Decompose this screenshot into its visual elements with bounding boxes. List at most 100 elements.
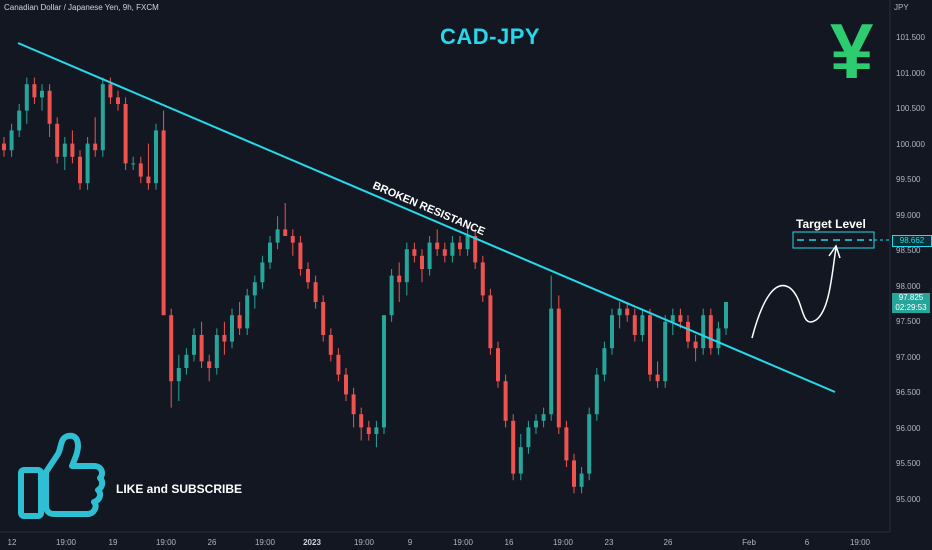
resistance-trendline[interactable] bbox=[17, 42, 836, 393]
candle-down[interactable] bbox=[169, 315, 174, 382]
candle-down[interactable] bbox=[556, 308, 561, 428]
candle-down[interactable] bbox=[572, 460, 576, 487]
candle-down[interactable] bbox=[648, 315, 652, 375]
candle-down[interactable] bbox=[321, 302, 326, 335]
candle-down[interactable] bbox=[306, 269, 310, 283]
candle-down[interactable] bbox=[420, 255, 424, 269]
candle-up[interactable] bbox=[610, 315, 614, 349]
candle-up[interactable] bbox=[154, 130, 158, 184]
candle-down[interactable] bbox=[511, 420, 516, 474]
candle-up[interactable] bbox=[192, 335, 196, 355]
candle-down[interactable] bbox=[503, 381, 508, 421]
candle-up[interactable] bbox=[534, 420, 538, 428]
candle-up[interactable] bbox=[724, 302, 728, 329]
candle-down[interactable] bbox=[336, 354, 341, 375]
candle-up[interactable] bbox=[40, 90, 44, 98]
candle-up[interactable] bbox=[404, 249, 409, 283]
candle-down[interactable] bbox=[496, 348, 500, 382]
candle-down[interactable] bbox=[351, 394, 356, 415]
thumbs-up-icon[interactable] bbox=[18, 430, 106, 520]
candle-up[interactable] bbox=[9, 130, 14, 151]
candle-down[interactable] bbox=[473, 236, 478, 263]
candle-down[interactable] bbox=[625, 308, 630, 316]
candle-up[interactable] bbox=[518, 447, 523, 474]
candle-up[interactable] bbox=[176, 368, 181, 382]
candle-up[interactable] bbox=[184, 354, 189, 368]
candle-down[interactable] bbox=[283, 229, 288, 236]
candle-down[interactable] bbox=[686, 321, 690, 342]
candle-down[interactable] bbox=[32, 84, 37, 98]
candle-up[interactable] bbox=[245, 295, 250, 329]
candle-up[interactable] bbox=[230, 315, 234, 342]
candle-down[interactable] bbox=[708, 315, 713, 349]
candle-up[interactable] bbox=[526, 427, 531, 448]
candle-down[interactable] bbox=[693, 341, 698, 349]
candle-down[interactable] bbox=[298, 242, 303, 269]
candle-up[interactable] bbox=[62, 143, 67, 157]
candle-down[interactable] bbox=[70, 143, 75, 157]
candle-up[interactable] bbox=[268, 242, 272, 263]
candle-up[interactable] bbox=[275, 229, 280, 243]
candle-down[interactable] bbox=[78, 156, 82, 184]
candle-up[interactable] bbox=[670, 315, 675, 322]
candle-down[interactable] bbox=[237, 315, 242, 329]
candle-down[interactable] bbox=[458, 242, 462, 250]
candle-down[interactable] bbox=[328, 335, 333, 355]
candle-up[interactable] bbox=[549, 308, 554, 415]
candle-down[interactable] bbox=[412, 249, 417, 256]
candle-up[interactable] bbox=[594, 374, 599, 415]
candle-down[interactable] bbox=[564, 427, 569, 461]
candle-down[interactable] bbox=[344, 374, 348, 395]
candle-down[interactable] bbox=[116, 97, 120, 104]
candle-up[interactable] bbox=[663, 321, 668, 382]
candle-down[interactable] bbox=[313, 282, 318, 302]
candle-down[interactable] bbox=[146, 176, 151, 184]
candle-down[interactable] bbox=[290, 236, 295, 243]
candle-down[interactable] bbox=[2, 143, 6, 151]
candle-down[interactable] bbox=[199, 335, 204, 362]
candle-up[interactable] bbox=[24, 84, 29, 111]
candle-down[interactable] bbox=[488, 295, 493, 349]
candle-up[interactable] bbox=[214, 335, 219, 368]
candle-down[interactable] bbox=[207, 361, 212, 368]
candle-down[interactable] bbox=[366, 427, 371, 434]
candle-up[interactable] bbox=[716, 328, 721, 349]
candle-down[interactable] bbox=[632, 315, 637, 335]
candle-down[interactable] bbox=[480, 262, 485, 296]
candle-up[interactable] bbox=[617, 308, 622, 316]
candle-up[interactable] bbox=[382, 315, 386, 428]
candle-down[interactable] bbox=[161, 130, 166, 316]
candle-down[interactable] bbox=[123, 104, 128, 164]
candle-down[interactable] bbox=[47, 90, 52, 124]
candle-up[interactable] bbox=[465, 236, 470, 250]
candle-up[interactable] bbox=[17, 110, 22, 131]
candle-down[interactable] bbox=[655, 374, 660, 382]
candle-up[interactable] bbox=[602, 348, 607, 375]
candle-down[interactable] bbox=[678, 315, 683, 322]
candle-up[interactable] bbox=[450, 242, 455, 256]
candle-down[interactable] bbox=[138, 163, 143, 177]
candle-up[interactable] bbox=[389, 275, 394, 316]
candle-up[interactable] bbox=[252, 282, 257, 296]
candle-down[interactable] bbox=[442, 249, 447, 256]
candle-up[interactable] bbox=[374, 427, 379, 434]
candle-down[interactable] bbox=[93, 143, 98, 151]
candle-up[interactable] bbox=[640, 315, 645, 335]
candle-down[interactable] bbox=[435, 242, 440, 250]
candle-up[interactable] bbox=[85, 143, 90, 184]
candle-down[interactable] bbox=[359, 414, 364, 428]
candle-up[interactable] bbox=[131, 163, 136, 165]
candle-up[interactable] bbox=[427, 242, 432, 269]
candle-up[interactable] bbox=[100, 84, 105, 151]
candle-up[interactable] bbox=[541, 414, 546, 421]
candle-up[interactable] bbox=[579, 473, 584, 487]
candle-down[interactable] bbox=[55, 123, 60, 157]
candle-down[interactable] bbox=[222, 335, 227, 342]
candle-up[interactable] bbox=[701, 315, 706, 349]
candle-up[interactable] bbox=[260, 262, 265, 283]
candle-down[interactable] bbox=[397, 275, 402, 283]
candle-down[interactable] bbox=[108, 84, 113, 98]
candle-up[interactable] bbox=[587, 414, 592, 474]
x-tick: 16 bbox=[504, 538, 514, 547]
